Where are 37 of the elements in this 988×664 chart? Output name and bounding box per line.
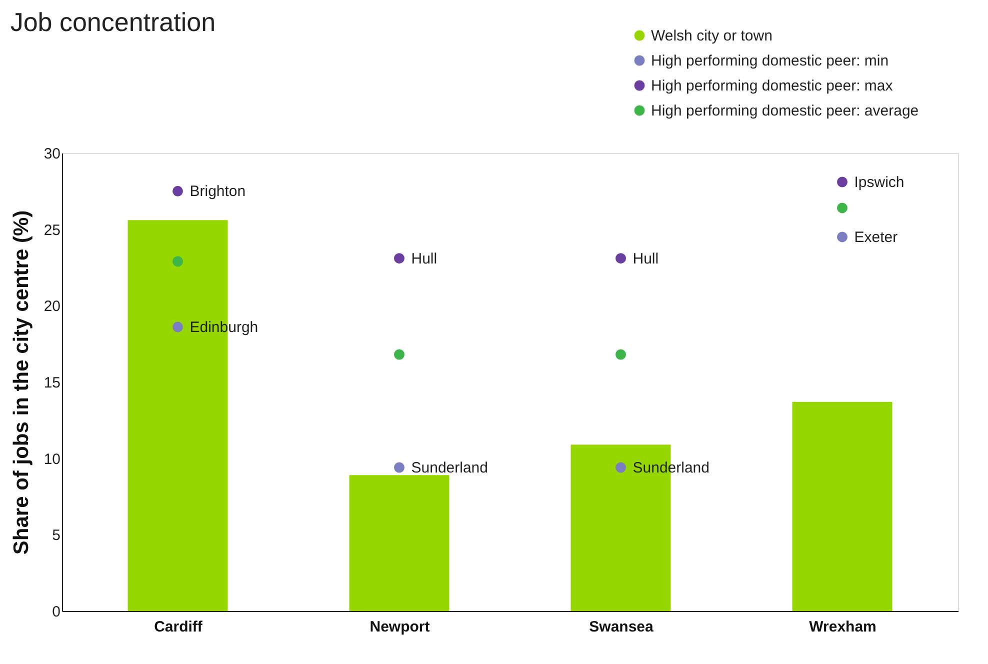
point [172, 256, 183, 267]
point [616, 253, 626, 264]
point [394, 462, 404, 473]
legend-label: High performing domestic peer: average [651, 102, 919, 120]
x-tick-label: Newport [370, 618, 430, 636]
y-tick-label: 10 [44, 450, 60, 468]
point [837, 176, 848, 188]
annotation: Ipswich [854, 174, 904, 192]
y-axis-title: Share of jobs in the city centre (%) [10, 210, 33, 555]
y-tick-label: 30 [44, 146, 60, 162]
annotation: Sunderland [411, 459, 488, 476]
bar [349, 475, 450, 611]
y-tick-label: 25 [44, 222, 60, 239]
point [172, 322, 183, 332]
point [394, 349, 404, 360]
y-tick-label: 15 [44, 374, 60, 392]
chart-title: Job concentration [10, 7, 216, 37]
legend-label: High performing domestic peer: max [651, 78, 894, 94]
legend-label: Welsh city or town [651, 28, 772, 44]
point [837, 232, 848, 242]
point [394, 253, 404, 264]
legend-label: High performing domestic peer: min [651, 52, 889, 70]
point [616, 462, 626, 473]
annotation: Hull [411, 250, 438, 268]
annotation: Brighton [190, 183, 246, 200]
x-tick-label: Wrexham [809, 618, 876, 636]
point [837, 202, 848, 214]
x-tick-label: Swansea [589, 618, 654, 636]
y-tick-label: 20 [44, 298, 60, 316]
point [616, 349, 626, 360]
annotation: Exeter [854, 228, 898, 246]
x-tick-label: Cardiff [154, 618, 204, 636]
y-tick-label: 0 [52, 604, 60, 620]
point [172, 186, 183, 196]
bar [792, 402, 892, 611]
y-tick-label: 5 [52, 527, 60, 544]
annotation: Hull [632, 250, 659, 268]
